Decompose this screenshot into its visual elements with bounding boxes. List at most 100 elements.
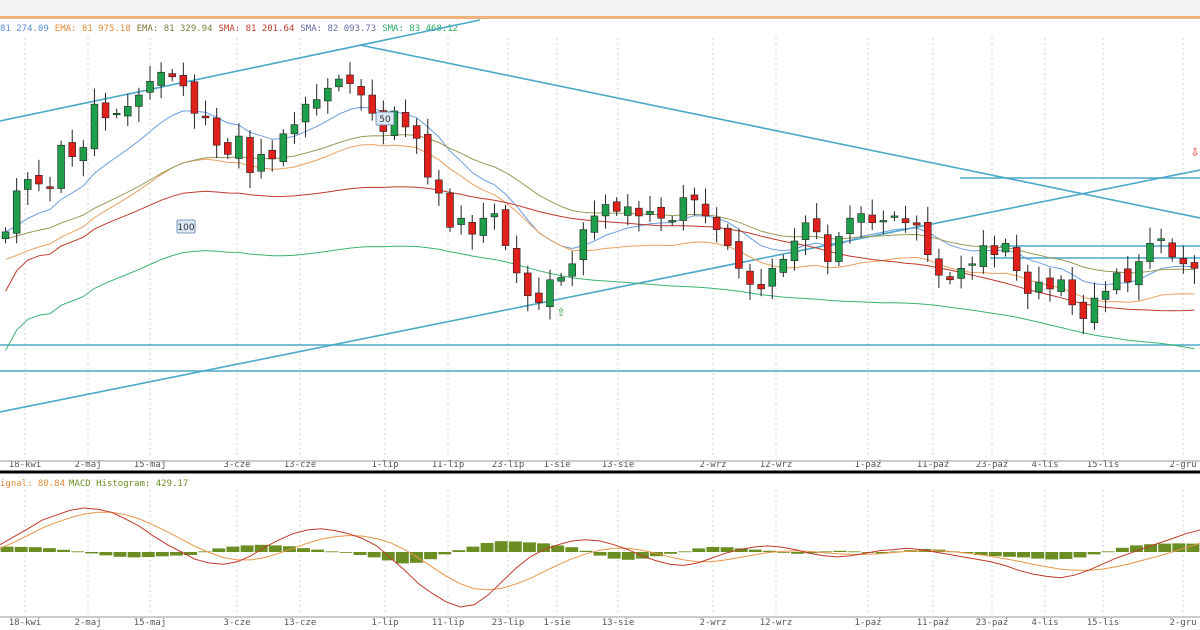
candle-46 bbox=[512, 235, 521, 283]
candle-11 bbox=[124, 93, 132, 127]
ema-medium-line bbox=[5, 144, 1195, 303]
candle-37 bbox=[412, 118, 421, 154]
date-tick-top-17: 2-gru bbox=[1169, 460, 1196, 470]
candle-31 bbox=[346, 62, 354, 94]
macd-bar-72 bbox=[1017, 552, 1030, 558]
macd-bar-33 bbox=[466, 546, 480, 552]
candle-62 bbox=[690, 187, 699, 216]
candle-68 bbox=[757, 268, 765, 297]
candle-69 bbox=[768, 258, 776, 299]
candle-65 bbox=[724, 223, 732, 251]
date-tick-bottom-10: 2-wrz bbox=[699, 618, 726, 628]
candle-13 bbox=[146, 65, 154, 100]
candle-17 bbox=[190, 74, 199, 129]
date-tick-bottom-17: 2-gru bbox=[1169, 618, 1196, 628]
candle-64 bbox=[712, 207, 721, 243]
macd-bar-7 bbox=[99, 552, 113, 556]
candle-9 bbox=[101, 92, 110, 131]
candle-74 bbox=[824, 224, 832, 275]
candle-30 bbox=[335, 74, 343, 92]
candle-100 bbox=[1112, 268, 1121, 295]
macd-bar-53 bbox=[748, 549, 762, 552]
macd-histogram bbox=[0, 541, 1200, 564]
macd-bar-73 bbox=[1031, 552, 1045, 559]
date-tick-top-13: 11-paź bbox=[917, 460, 950, 470]
trendline-2 bbox=[0, 169, 1200, 413]
macd-bar-45 bbox=[635, 552, 649, 559]
macd-bar-83 bbox=[1172, 543, 1186, 552]
macd-bar-47 bbox=[664, 552, 678, 554]
candle-79 bbox=[879, 210, 888, 235]
legend-bottom-item-1: MACD Histogram: 429.17 bbox=[69, 479, 189, 489]
sma-longest-line bbox=[5, 245, 1195, 351]
candle-44 bbox=[490, 203, 499, 230]
candle-16 bbox=[179, 62, 188, 96]
candle-39 bbox=[435, 169, 443, 206]
macd-bar-38 bbox=[537, 543, 550, 552]
candle-57 bbox=[635, 200, 643, 232]
macd-bar-21 bbox=[297, 548, 310, 552]
candle-55 bbox=[612, 197, 621, 216]
macd-bar-60 bbox=[847, 551, 861, 553]
candle-23 bbox=[257, 138, 265, 179]
macd-bar-82 bbox=[1158, 543, 1172, 552]
candle-6 bbox=[68, 129, 76, 167]
chart-markers: 50 100 ⇧ ⇩ bbox=[176, 111, 1200, 319]
candle-77 bbox=[857, 206, 865, 238]
candle-63 bbox=[701, 188, 710, 224]
date-tick-top-6: 11-lip bbox=[432, 460, 465, 470]
candle-28 bbox=[312, 84, 321, 116]
candle-36 bbox=[401, 99, 410, 137]
candle-12 bbox=[135, 87, 143, 122]
date-tick-bottom-9: 13-sie bbox=[602, 618, 635, 628]
candle-106 bbox=[1179, 245, 1188, 274]
candle-45 bbox=[501, 204, 510, 251]
candle-47 bbox=[524, 265, 532, 312]
macd-bar-77 bbox=[1087, 552, 1101, 555]
date-tick-bottom-12: 1-paź bbox=[854, 618, 881, 628]
candle-71 bbox=[790, 228, 799, 271]
macd-bar-71 bbox=[1002, 552, 1016, 557]
trendline-1 bbox=[359, 44, 1200, 219]
candle-78 bbox=[868, 199, 876, 231]
candle-15 bbox=[168, 69, 176, 82]
date-tick-bottom-15: 4-lis bbox=[1031, 618, 1058, 628]
sma-long-line bbox=[5, 186, 1195, 312]
candle-89 bbox=[990, 235, 999, 268]
date-tick-bottom-2: 15-maj bbox=[134, 618, 167, 628]
macd-bar-14 bbox=[198, 551, 212, 553]
date-tick-top-16: 15-lis bbox=[1087, 460, 1120, 470]
macd-bar-13 bbox=[184, 552, 198, 555]
date-tick-top-2: 15-maj bbox=[134, 460, 167, 470]
candle-3 bbox=[35, 159, 43, 192]
candle-10 bbox=[112, 108, 121, 119]
candle-54 bbox=[601, 194, 610, 229]
legend-top-item-4: SMA: 82 093.73 bbox=[300, 24, 377, 34]
macd-bar-39 bbox=[551, 545, 565, 552]
candle-41 bbox=[457, 205, 465, 235]
date-tick-top-9: 13-sie bbox=[602, 460, 635, 470]
macd-bar-50 bbox=[706, 546, 720, 552]
macd-bar-4 bbox=[57, 549, 70, 552]
svg-text:50: 50 bbox=[379, 115, 391, 125]
date-tick-bottom-16: 15-lis bbox=[1087, 618, 1120, 628]
candle-73 bbox=[812, 203, 821, 240]
date-tick-top-7: 23-lip bbox=[492, 460, 525, 470]
candle-32 bbox=[357, 79, 365, 111]
legend-top-item-5: SMA: 83 468.12 bbox=[382, 24, 459, 34]
date-tick-top-15: 4-lis bbox=[1031, 460, 1058, 470]
candle-19 bbox=[212, 107, 221, 158]
candle-5 bbox=[57, 140, 65, 194]
ma-label-100: 100 bbox=[176, 219, 196, 234]
candle-75 bbox=[835, 231, 843, 267]
macd-bar-43 bbox=[607, 552, 621, 559]
macd-bar-80 bbox=[1130, 545, 1143, 552]
candle-33 bbox=[368, 79, 376, 121]
chart-grid bbox=[24, 38, 1184, 458]
macd-bar-74 bbox=[1045, 552, 1059, 560]
macd-bar-48 bbox=[678, 551, 692, 553]
candle-90 bbox=[1001, 238, 1010, 257]
candle-93 bbox=[1035, 266, 1043, 300]
macd-bar-29 bbox=[410, 552, 423, 563]
